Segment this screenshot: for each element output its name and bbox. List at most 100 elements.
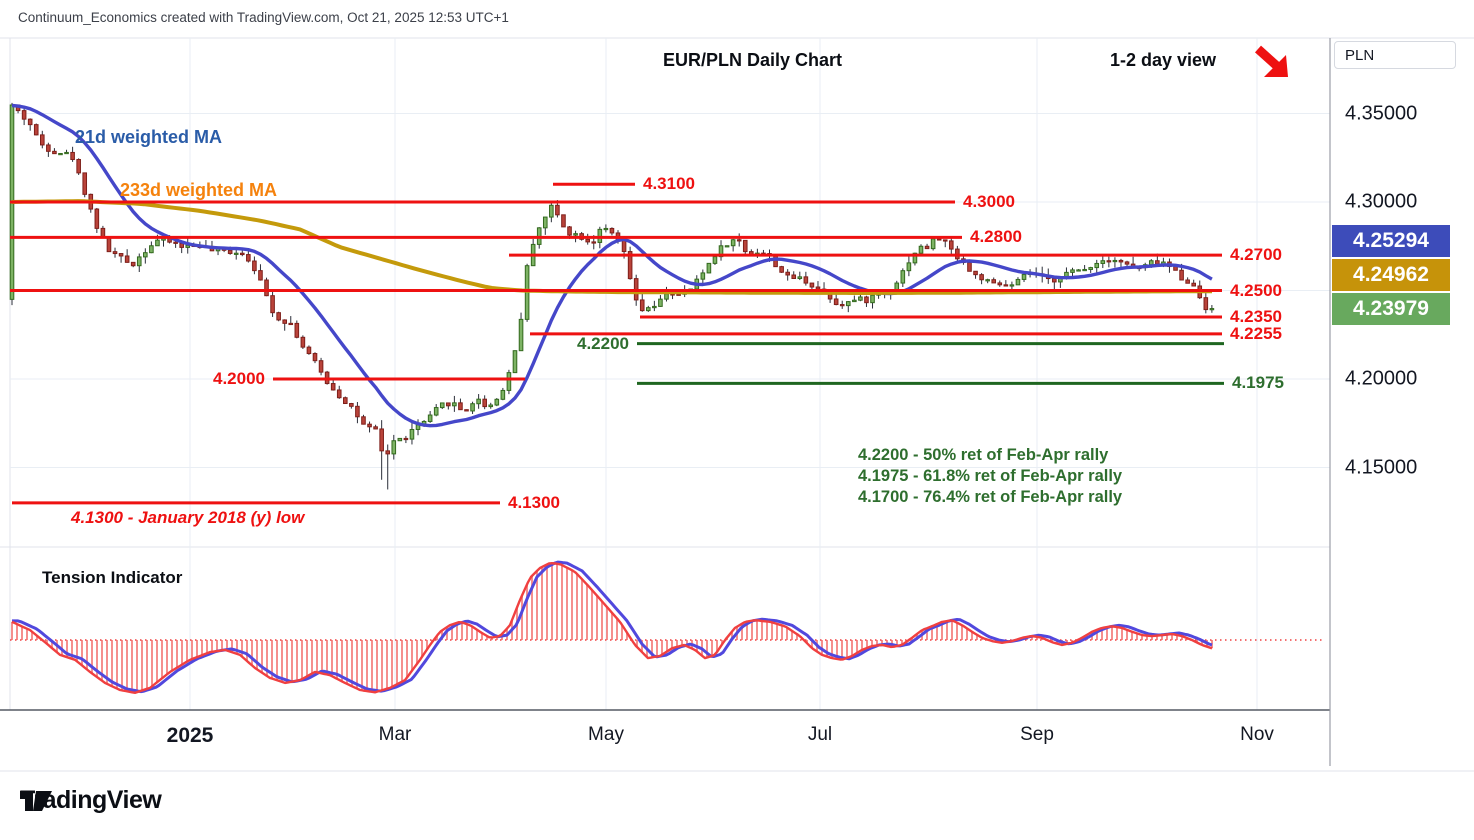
candle-body	[276, 312, 281, 321]
candle-body	[742, 239, 748, 253]
tradingview-logo-icon	[20, 791, 52, 811]
candle-body	[136, 256, 142, 267]
candle-body	[494, 398, 500, 406]
price-level-label-4.2800: 4.2800	[970, 227, 1022, 247]
candle-body	[658, 298, 663, 307]
candle-body	[718, 245, 724, 258]
candle-body	[912, 252, 918, 264]
candle-body	[1155, 260, 1160, 265]
price-level-label-4.1975: 4.1975	[1232, 373, 1284, 393]
candle-body	[997, 282, 1003, 286]
candle-body	[591, 241, 597, 244]
candle-body	[1148, 260, 1154, 266]
candle-body	[967, 262, 972, 272]
view-horizon-label: 1-2 day view	[1110, 50, 1217, 70]
candle-body	[1076, 269, 1081, 272]
candle-body	[1191, 282, 1197, 287]
candle-body	[349, 403, 354, 407]
candle-body	[700, 272, 706, 280]
candle-body	[282, 319, 287, 324]
tension-red-line	[11, 562, 1213, 694]
candle-body	[294, 322, 300, 338]
candle-body	[270, 295, 275, 314]
candle-body	[40, 134, 45, 146]
price-axis-tick-4.35000: 4.35000	[1345, 102, 1418, 124]
candle-body	[403, 437, 409, 441]
candle-body	[118, 253, 124, 257]
candle-body	[173, 241, 178, 244]
candle-body	[561, 214, 566, 228]
candle-body	[446, 402, 451, 407]
candle-body	[973, 270, 978, 276]
candle-body	[258, 270, 263, 281]
candle-body	[252, 260, 257, 272]
candle-body	[773, 254, 778, 268]
candle-body	[106, 236, 112, 253]
candle-body	[936, 238, 942, 241]
candle-body	[949, 240, 954, 250]
price-level-label-4.2255: 4.2255	[1230, 323, 1282, 343]
candle-body	[64, 151, 69, 155]
candle-body	[300, 336, 306, 348]
candle-body	[924, 245, 930, 250]
candle-body	[470, 403, 475, 412]
candle-body	[94, 208, 100, 229]
price-level-label-4.1300: 4.1300	[508, 492, 560, 512]
candle-body	[573, 233, 578, 236]
candle-body	[427, 414, 433, 422]
chart-title: EUR/PLN Daily Chart	[663, 50, 843, 70]
candle-body	[1082, 268, 1087, 272]
candle-body	[27, 118, 33, 126]
candle-body	[433, 407, 439, 416]
tradingview-logo[interactable]: TradingView	[20, 786, 162, 815]
candle-body	[858, 296, 863, 301]
attribution-text: Continuum_Economics created with Trading…	[18, 10, 509, 25]
price-axis-tick-4.15000: 4.15000	[1345, 456, 1418, 478]
fib-annotation-1: 4.2200 - 50% ret of Feb-Apr rally	[858, 446, 1109, 464]
candle-body	[985, 279, 990, 282]
candle-body	[361, 416, 366, 425]
candle-body	[512, 350, 518, 374]
price-badge-last-price: 4.23979	[1332, 292, 1450, 325]
tension-indicator-label: Tension Indicator	[42, 568, 183, 587]
candle-body	[397, 437, 403, 442]
candle-body	[549, 204, 554, 218]
candle-body	[33, 124, 39, 136]
time-axis-tick-Nov: Nov	[1240, 724, 1274, 745]
candle-body	[46, 144, 51, 152]
candle-body	[785, 271, 790, 276]
price-level-label-4.3100: 4.3100	[643, 174, 695, 194]
candle-body	[809, 282, 815, 288]
candle-body	[1118, 259, 1124, 263]
candle-body	[143, 252, 148, 258]
candle-body	[930, 238, 936, 250]
candle-body	[373, 426, 378, 430]
candle-body	[870, 294, 875, 304]
candle-body	[542, 216, 548, 229]
candle-body	[488, 404, 494, 408]
candle-body	[336, 389, 342, 399]
candle-body	[239, 252, 245, 256]
candle-body	[852, 299, 857, 303]
candle-body	[736, 239, 742, 242]
candle-body	[555, 204, 560, 216]
candle-body	[306, 346, 312, 355]
candle-body	[1094, 262, 1100, 269]
price-level-label-4.2000: 4.2000	[213, 369, 265, 388]
time-axis-tick-Jul: Jul	[807, 724, 833, 745]
candle-body	[476, 398, 481, 405]
candle-body	[979, 274, 984, 281]
candle-body	[343, 397, 348, 405]
candle-body	[155, 239, 160, 247]
candle-body	[227, 249, 233, 254]
symbol-currency-box[interactable]: PLN	[1334, 41, 1456, 69]
candle-body	[458, 402, 463, 411]
ma-fast-line	[11, 103, 1213, 428]
candle-body	[452, 402, 457, 407]
candle-body	[439, 402, 445, 409]
candle-body	[712, 256, 718, 264]
candle-body	[1052, 278, 1057, 283]
candle-body	[391, 440, 397, 455]
candle-body	[603, 227, 609, 231]
